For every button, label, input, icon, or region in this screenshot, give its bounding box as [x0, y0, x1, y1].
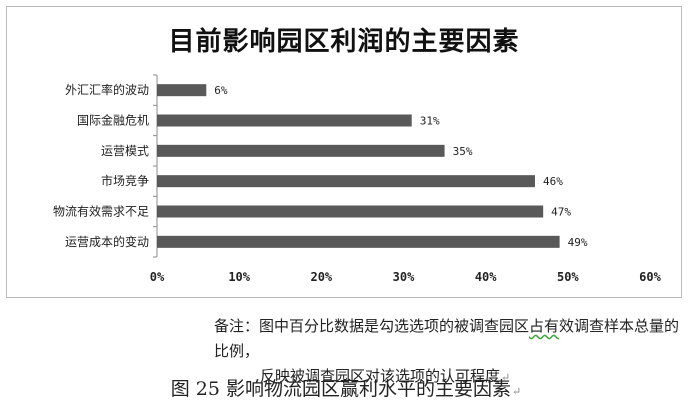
data-label: 31% — [420, 115, 440, 128]
x-tick-label: 0% — [150, 270, 165, 284]
note-line2: 反映被调查园区对该选项的认可程度 — [260, 367, 501, 385]
data-label: 49% — [568, 236, 588, 249]
note-spellcheck-word: 占有 — [529, 317, 560, 335]
data-label: 6% — [214, 84, 228, 97]
category-label: 物流有效需求不足 — [53, 204, 149, 219]
x-tick-label: 50% — [557, 270, 579, 284]
bar-chart: 外汇汇率的波动 6% 国际金融危机 31% 运营模式 35% 市场竞争 46% 物流有效需求不足… — [53, 74, 662, 284]
x-tick-label: 20% — [310, 270, 332, 284]
return-mark-icon: ↵ — [512, 385, 522, 398]
chart-note: 备注：图中百分比数据是勾选选项的被调查园区占有效调查样本总量的比例， 反映被调查… — [214, 314, 684, 390]
chart-title: 目前影响园区利润的主要因素 — [168, 27, 520, 57]
bar — [157, 175, 535, 188]
x-tick-label: 40% — [475, 270, 497, 284]
data-label: 35% — [453, 145, 473, 158]
data-label: 46% — [543, 175, 563, 188]
bar — [157, 235, 560, 248]
x-tick-label: 60% — [639, 270, 661, 284]
category-label: 市场竞争 — [101, 173, 149, 188]
bar — [157, 114, 412, 127]
bar — [157, 84, 207, 97]
note-line1-before: 图中百分比数据是勾选选项的被调查园区 — [259, 317, 530, 335]
return-mark-icon: ↵ — [501, 371, 511, 384]
note-prefix: 备注： — [214, 317, 260, 335]
category-label: 外汇汇率的波动 — [65, 82, 149, 97]
note-line1-after: 效调查样本总量的比例， — [214, 317, 680, 360]
category-label: 运营成本的变动 — [65, 234, 149, 249]
figure-caption: 图 25 影响物流园区赢利水平的主要因素↵ — [0, 374, 692, 401]
category-label: 运营模式 — [101, 144, 149, 158]
category-label: 国际金融危机 — [77, 113, 149, 128]
figure-caption-text: 图 25 影响物流园区赢利水平的主要因素 — [170, 378, 512, 400]
data-label: 47% — [551, 206, 571, 219]
x-tick-label: 10% — [228, 270, 250, 284]
bar — [157, 205, 544, 218]
bar — [157, 144, 445, 157]
x-tick-label: 30% — [393, 270, 415, 284]
chart-frame: 目前影响园区利润的主要因素 外汇汇率的波动 6% 国际金融危机 31% 运营模式 35% 市… — [6, 6, 682, 298]
